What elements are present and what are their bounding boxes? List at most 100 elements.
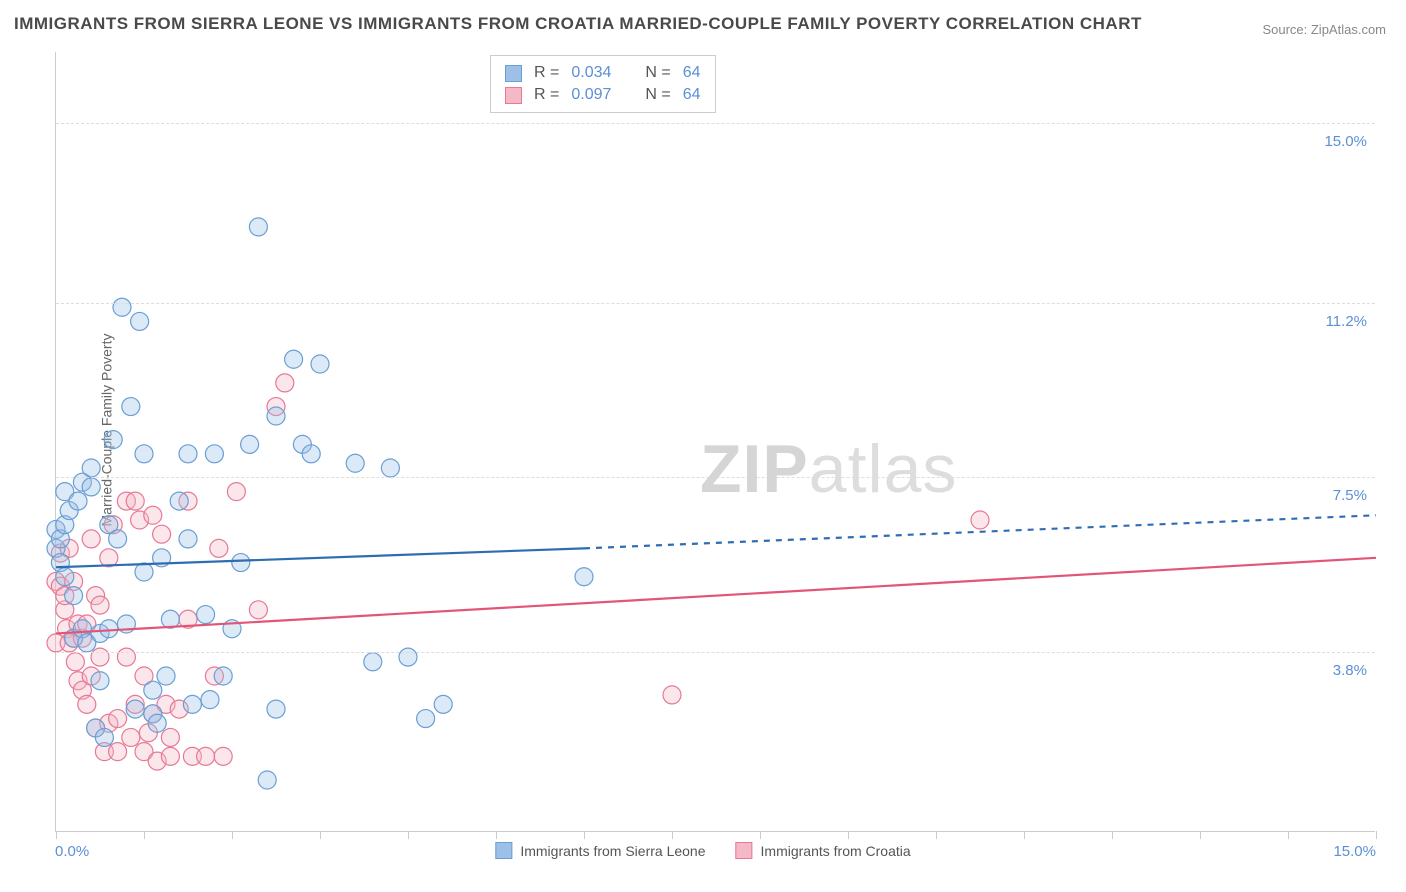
y-tick-label: 7.5% <box>1333 487 1367 504</box>
data-point <box>249 218 267 236</box>
x-tick <box>1200 831 1201 839</box>
legend-swatch-icon <box>736 842 753 859</box>
data-point <box>267 700 285 718</box>
data-point <box>183 695 201 713</box>
data-point <box>267 407 285 425</box>
data-point <box>205 445 223 463</box>
gridline <box>56 303 1375 304</box>
x-axis-max-label: 15.0% <box>1333 843 1376 860</box>
data-point <box>417 710 435 728</box>
data-point <box>232 554 250 572</box>
data-point <box>364 653 382 671</box>
y-tick-label: 11.2% <box>1326 313 1367 330</box>
data-point <box>197 606 215 624</box>
plot-area: 3.8%7.5%11.2%15.0% <box>55 52 1375 832</box>
data-point <box>971 511 989 529</box>
data-point <box>82 459 100 477</box>
data-point <box>285 350 303 368</box>
data-point <box>91 596 109 614</box>
gridline <box>56 123 1375 124</box>
data-point <box>135 445 153 463</box>
x-tick <box>1376 831 1377 839</box>
n-value-croatia: 64 <box>683 86 701 104</box>
data-point <box>434 695 452 713</box>
data-point <box>126 492 144 510</box>
data-point <box>56 568 74 586</box>
data-point <box>66 653 84 671</box>
r-label: R = <box>534 64 559 82</box>
chart-title: IMMIGRANTS FROM SIERRA LEONE VS IMMIGRAN… <box>14 14 1142 34</box>
data-point <box>161 728 179 746</box>
data-point <box>122 398 140 416</box>
r-value-sierra-leone: 0.034 <box>571 64 611 82</box>
x-tick <box>584 831 585 839</box>
x-tick <box>56 831 57 839</box>
data-point <box>78 695 96 713</box>
data-point <box>131 312 149 330</box>
gridline <box>56 652 1375 653</box>
x-tick <box>848 831 849 839</box>
data-point <box>104 431 122 449</box>
data-point <box>65 587 83 605</box>
trend-line <box>56 548 584 567</box>
x-tick <box>232 831 233 839</box>
legend-swatch-croatia <box>505 87 522 104</box>
data-point <box>91 648 109 666</box>
data-point <box>135 563 153 581</box>
x-tick <box>1024 831 1025 839</box>
data-point <box>201 691 219 709</box>
data-point <box>214 667 232 685</box>
data-point <box>113 298 131 316</box>
data-point <box>575 568 593 586</box>
data-point <box>302 445 320 463</box>
series-legend: Immigrants from Sierra Leone Immigrants … <box>495 842 910 859</box>
x-tick <box>1288 831 1289 839</box>
legend-row-croatia: R = 0.097 N = 64 <box>505 84 701 106</box>
data-point <box>109 710 127 728</box>
x-tick <box>408 831 409 839</box>
r-label: R = <box>534 86 559 104</box>
data-point <box>179 530 197 548</box>
data-point <box>197 747 215 765</box>
data-point <box>95 728 113 746</box>
trend-line <box>56 558 1376 634</box>
n-value-sierra-leone: 64 <box>683 64 701 82</box>
legend-item-croatia: Immigrants from Croatia <box>736 842 911 859</box>
data-point <box>122 728 140 746</box>
data-point <box>241 435 259 453</box>
x-tick <box>144 831 145 839</box>
data-point <box>227 483 245 501</box>
r-value-croatia: 0.097 <box>571 86 611 104</box>
n-label: N = <box>645 64 670 82</box>
data-point <box>214 747 232 765</box>
data-point <box>117 648 135 666</box>
data-point <box>346 454 364 472</box>
data-point <box>144 506 162 524</box>
data-point <box>161 747 179 765</box>
data-point <box>126 700 144 718</box>
legend-label-croatia: Immigrants from Croatia <box>761 843 911 859</box>
legend-row-sierra-leone: R = 0.034 N = 64 <box>505 62 701 84</box>
gridline <box>56 477 1375 478</box>
data-point <box>399 648 417 666</box>
data-point <box>91 672 109 690</box>
x-tick <box>672 831 673 839</box>
data-point <box>109 530 127 548</box>
y-tick-label: 15.0% <box>1324 133 1367 150</box>
data-point <box>69 492 87 510</box>
data-point <box>249 601 267 619</box>
data-point <box>311 355 329 373</box>
data-point <box>179 445 197 463</box>
x-tick <box>936 831 937 839</box>
data-point <box>148 714 166 732</box>
legend-swatch-icon <box>495 842 512 859</box>
data-point <box>109 743 127 761</box>
legend-item-sierra-leone: Immigrants from Sierra Leone <box>495 842 705 859</box>
data-point <box>100 620 118 638</box>
data-point <box>157 667 175 685</box>
data-point <box>144 681 162 699</box>
data-point <box>170 492 188 510</box>
data-point <box>276 374 294 392</box>
scatter-plot-svg <box>56 52 1375 831</box>
data-point <box>210 539 228 557</box>
